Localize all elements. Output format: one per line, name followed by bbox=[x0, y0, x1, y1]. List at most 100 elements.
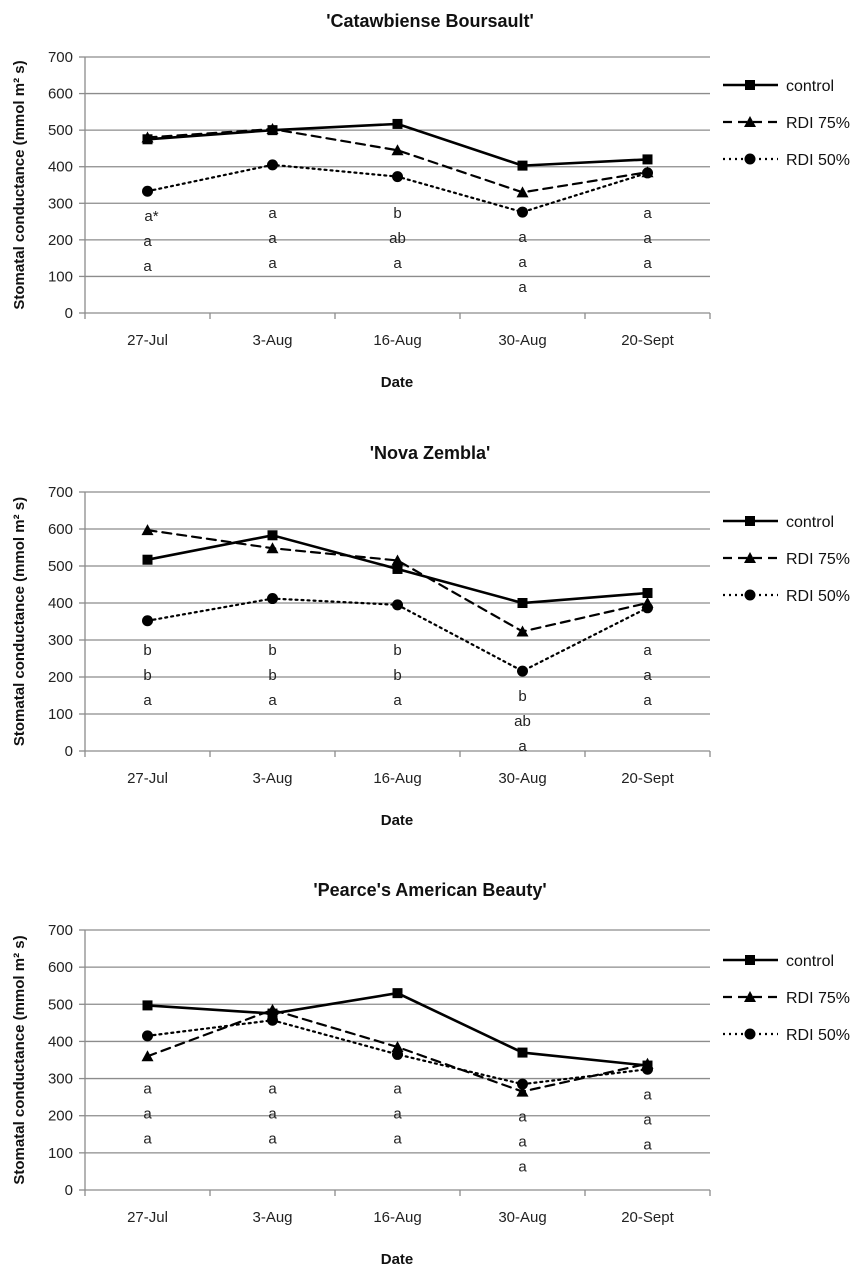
x-axis-label: Date bbox=[381, 1251, 414, 1268]
data-point bbox=[267, 1014, 278, 1026]
significance-letter: a bbox=[643, 1086, 652, 1103]
data-point bbox=[267, 530, 278, 541]
data-point bbox=[642, 154, 653, 165]
y-tick-label: 100 bbox=[48, 706, 73, 723]
data-point bbox=[266, 123, 279, 135]
y-tick-label: 200 bbox=[48, 1108, 73, 1125]
significance-letter: a* bbox=[144, 208, 158, 225]
series-line-rdi-75- bbox=[146, 529, 649, 633]
x-tick-label: 20-Sept bbox=[621, 1209, 674, 1226]
legend-marker bbox=[745, 955, 755, 965]
significance-letter: b bbox=[268, 642, 276, 659]
significance-letter: b bbox=[393, 667, 401, 684]
significance-letter: a bbox=[643, 642, 652, 659]
x-tick-label: 16-Aug bbox=[373, 770, 421, 787]
x-tick-label: 3-Aug bbox=[252, 1209, 292, 1226]
y-tick-label: 400 bbox=[48, 1033, 73, 1050]
y-tick-label: 300 bbox=[48, 195, 73, 212]
x-tick-label: 16-Aug bbox=[373, 332, 421, 349]
data-point bbox=[642, 1063, 653, 1075]
data-point bbox=[516, 186, 529, 198]
x-tick-label: 30-Aug bbox=[498, 770, 546, 787]
data-point bbox=[141, 131, 154, 143]
y-tick-label: 100 bbox=[48, 1145, 73, 1162]
significance-letter: a bbox=[393, 692, 402, 709]
data-point bbox=[142, 185, 153, 197]
x-tick-label: 20-Sept bbox=[621, 770, 674, 787]
significance-letter: a bbox=[393, 1080, 402, 1097]
x-tick-label: 3-Aug bbox=[252, 332, 292, 349]
legend-marker bbox=[745, 516, 755, 526]
y-tick-label: 0 bbox=[65, 305, 73, 322]
data-point bbox=[142, 615, 153, 627]
significance-letter: a bbox=[268, 255, 277, 272]
series-line-rdi-50- bbox=[146, 1019, 649, 1086]
data-point bbox=[392, 118, 403, 129]
significance-letter: a bbox=[268, 230, 277, 247]
y-tick-label: 200 bbox=[48, 669, 73, 686]
y-tick-label: 700 bbox=[48, 49, 73, 66]
chart-title: 'Pearce's American Beauty' bbox=[313, 880, 546, 900]
y-tick-label: 700 bbox=[48, 922, 73, 939]
data-point bbox=[517, 665, 528, 677]
legend-label: RDI 50% bbox=[786, 152, 850, 169]
chart-panel-3: 'Pearce's American Beauty' 0 100 200 300 400 5… bbox=[11, 880, 850, 1268]
x-tick-label: 30-Aug bbox=[498, 1209, 546, 1226]
data-point bbox=[642, 588, 653, 599]
y-axis-label: Stomatal conductance (mmol m² s) bbox=[11, 60, 28, 309]
significance-letter: b bbox=[143, 642, 151, 659]
significance-letter: a bbox=[643, 1136, 652, 1153]
significance-letter: a bbox=[143, 1105, 152, 1122]
data-point bbox=[517, 1047, 528, 1058]
chart-panel-2: 'Nova Zembla' 0 100 200 300 400 500 600 700 27-Ju… bbox=[11, 443, 850, 829]
y-tick-label: 0 bbox=[65, 743, 73, 760]
data-point bbox=[392, 171, 403, 183]
series-line-rdi-75- bbox=[146, 127, 649, 194]
significance-letter: a bbox=[643, 255, 652, 272]
data-point bbox=[142, 1000, 153, 1011]
significance-letter: a bbox=[643, 1111, 652, 1128]
y-tick-label: 400 bbox=[48, 595, 73, 612]
legend-label: RDI 50% bbox=[786, 588, 850, 605]
significance-letter: a bbox=[143, 692, 152, 709]
legend-label: RDI 50% bbox=[786, 1027, 850, 1044]
significance-letter: a bbox=[268, 1130, 277, 1147]
data-point bbox=[392, 1048, 403, 1060]
x-tick-label: 30-Aug bbox=[498, 332, 546, 349]
legend-marker bbox=[744, 552, 756, 563]
x-tick-label: 3-Aug bbox=[252, 770, 292, 787]
significance-letter: a bbox=[268, 1105, 277, 1122]
significance-letter: a bbox=[143, 1130, 152, 1147]
data-point bbox=[142, 1030, 153, 1042]
significance-letter: a bbox=[393, 255, 402, 272]
data-point bbox=[392, 599, 403, 611]
y-tick-label: 400 bbox=[48, 159, 73, 176]
legend-marker bbox=[745, 80, 755, 90]
significance-letter: a bbox=[268, 692, 277, 709]
data-point bbox=[516, 1085, 529, 1097]
data-point bbox=[516, 625, 529, 637]
legend-label: RDI 75% bbox=[786, 115, 850, 132]
data-point bbox=[266, 1003, 279, 1015]
y-tick-label: 700 bbox=[48, 484, 73, 501]
significance-letter: a bbox=[143, 1080, 152, 1097]
legend-marker bbox=[744, 116, 756, 127]
significance-letter: a bbox=[643, 205, 652, 222]
y-tick-label: 100 bbox=[48, 268, 73, 285]
significance-letter: a bbox=[268, 205, 277, 222]
significance-letter: a bbox=[518, 1134, 527, 1151]
y-tick-label: 500 bbox=[48, 122, 73, 139]
legend-label: RDI 75% bbox=[786, 990, 850, 1007]
legend-label: RDI 75% bbox=[786, 551, 850, 568]
x-axis-label: Date bbox=[381, 812, 414, 829]
legend-label: control bbox=[786, 953, 834, 970]
y-tick-label: 500 bbox=[48, 996, 73, 1013]
data-point bbox=[517, 598, 528, 608]
data-point bbox=[267, 593, 278, 605]
legend-marker bbox=[744, 1028, 756, 1040]
data-point bbox=[392, 988, 403, 999]
legend-label: control bbox=[786, 78, 834, 95]
chart-panel-1: 'Catawbiense Boursault' 0 100 200 300 400 500 6… bbox=[11, 11, 850, 391]
legend-label: control bbox=[786, 514, 834, 531]
data-point bbox=[141, 524, 154, 536]
